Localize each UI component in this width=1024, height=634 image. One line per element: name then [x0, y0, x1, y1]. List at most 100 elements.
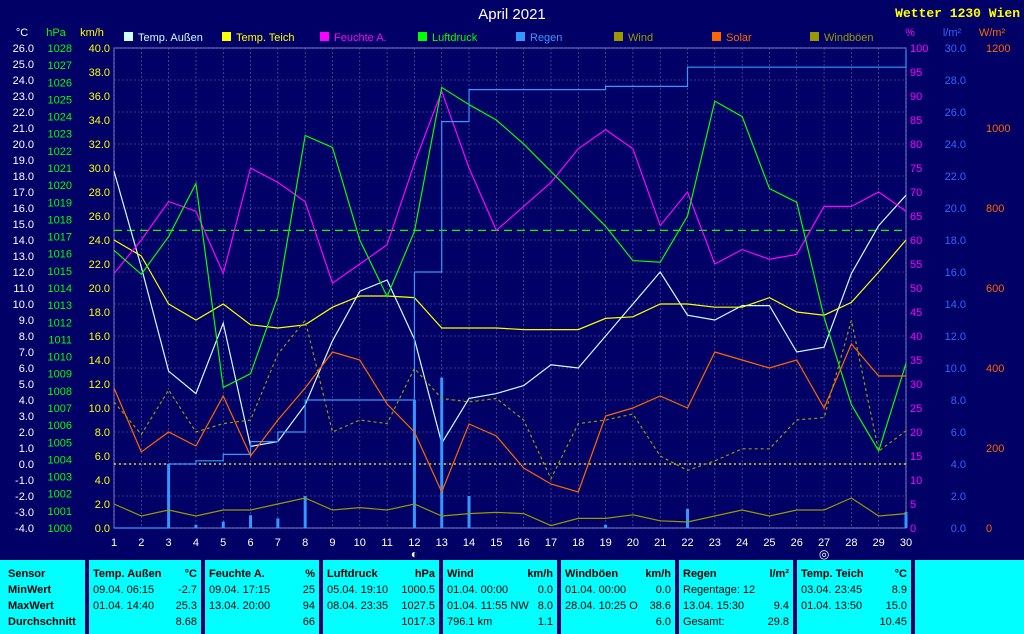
stats-max-value: 8.0: [537, 600, 553, 612]
rain-daily-bar: [167, 464, 171, 528]
temp-tick-label: 14.0: [13, 235, 34, 247]
stats-title: Windböen: [565, 568, 619, 580]
wind-tick-label: 24.0: [89, 235, 110, 247]
pressure-tick-label: 1023: [48, 129, 72, 141]
pressure-tick-label: 1022: [48, 146, 72, 158]
temp-tick-label: 18.0: [13, 171, 34, 183]
rain-tick-label: 10.0: [945, 363, 966, 375]
stats-title: Temp. Außen: [93, 568, 162, 580]
stats-min-value: 1000.5: [401, 584, 435, 596]
day-tick-label: 16: [518, 537, 530, 549]
day-tick-label: 9: [329, 537, 335, 549]
pressure-tick-label: 1014: [48, 283, 72, 295]
wind-tick-label: 40.0: [89, 43, 110, 55]
stats-min-time: 03.04. 23:45: [801, 584, 863, 596]
statistics-panel: Sensor MinWert MaxWert Durchschnitt Temp…: [0, 560, 1024, 634]
day-tick-label: 20: [627, 537, 639, 549]
weather-chart: April 2021 Wetter 1230 Wien -4.0 -3.0 -2.0…: [13, 6, 1020, 560]
day-tick-label: 29: [873, 537, 885, 549]
legend-swatch: [516, 32, 525, 41]
moon-phase-icon: ◐: [411, 547, 418, 560]
stats-min-time: 09.04. 17:15: [209, 584, 271, 596]
pressure-tick-label: 1005: [48, 437, 72, 449]
humidity-tick-label: 90: [910, 91, 922, 103]
stats-row-max: MaxWert: [8, 600, 54, 612]
pressure-tick-label: 1016: [48, 249, 72, 261]
stats-avg-value: 1017.3: [401, 616, 435, 628]
temp-tick-label: 1.0: [19, 443, 34, 455]
rain-tick-label: 14.0: [945, 299, 966, 311]
humidity-unit: %: [905, 27, 915, 39]
pressure-tick-label: 1013: [48, 300, 72, 312]
temp-tick-label: 0.0: [19, 459, 34, 471]
legend-label: Temp. Außen: [138, 32, 203, 44]
legend-label: Luftdruck: [432, 32, 478, 44]
pressure-tick-label: 1027: [48, 60, 72, 72]
solar-tick-label: 800: [986, 203, 1004, 215]
pressure-tick-label: 1017: [48, 232, 72, 244]
stats-max-time: 08.04. 23:35: [327, 600, 389, 612]
stats-unit: %: [305, 568, 315, 580]
pressure-tick-label: 1024: [48, 112, 72, 124]
wind-tick-label: 26.0: [89, 211, 110, 223]
plot-frame: [113, 47, 907, 529]
wind-tick-label: 34.0: [89, 115, 110, 127]
temp-tick-label: 4.0: [19, 395, 34, 407]
stats-max-time: 01.04. 14:40: [93, 600, 155, 612]
pressure-tick-label: 1000: [48, 523, 72, 535]
pressure-tick-label: 1009: [48, 369, 72, 381]
temp-tick-label: -4.0: [15, 523, 34, 535]
series-line-wind: [113, 497, 907, 527]
rain-daily-bar: [249, 515, 253, 528]
day-tick-label: 17: [545, 537, 557, 549]
temp-tick-label: 3.0: [19, 411, 34, 423]
day-tick-label: 6: [247, 537, 253, 549]
humidity-tick-label: 20: [910, 427, 922, 439]
rain-tick-label: 8.0: [951, 395, 966, 407]
stats-max-value: 1027.5: [401, 600, 435, 612]
series-line-solar: [113, 342, 906, 494]
station-name: Wetter 1230 Wien: [895, 6, 1020, 21]
wind-tick-label: 18.0: [89, 307, 110, 319]
stats-temp-aussen: Temp. Außen °C 09.04. 06:15 -2.7 01.04. …: [89, 560, 201, 634]
wind-tick-label: 32.0: [89, 139, 110, 151]
chart-svg: -4.0 -3.0 -2.0 -1.0 0.0 1.0 2.0 3.0 4.0 5.0 6.0 7.0…: [13, 27, 1011, 560]
stats-max-time: 28.04. 10:25 O: [565, 600, 638, 612]
humidity-tick-label: 50: [910, 283, 922, 295]
stats-max-time: 01.04. 13:50: [801, 600, 863, 612]
day-tick-label: 14: [463, 537, 475, 549]
stats-min-value: 25: [302, 584, 315, 596]
stats-unit: hPa: [414, 568, 435, 580]
stats-row-avg: Durchschnitt: [8, 616, 76, 628]
temp-tick-label: 22.0: [13, 107, 34, 119]
series-line-feuchte-a-: [113, 89, 907, 285]
rain-daily-bar: [904, 512, 908, 528]
wind-tick-label: 6.0: [95, 451, 110, 463]
rain-tick-label: 18.0: [945, 235, 966, 247]
temp-tick-label: 23.0: [13, 91, 34, 103]
stats-min-time: 05.04. 19:10: [327, 584, 389, 596]
day-tick-label: 21: [654, 537, 666, 549]
pressure-tick-label: 1028: [48, 43, 72, 55]
stats-luftdruck: Luftdruck hPa 05.04. 19:10 1000.5 08.04.…: [323, 560, 439, 634]
chart-title: April 2021: [478, 6, 546, 23]
stats-avg-value: 10.45: [879, 616, 907, 628]
legend-swatch: [320, 32, 329, 41]
rain-tick-label: 0.0: [951, 523, 966, 535]
rain-daily-bar: [440, 377, 444, 528]
wind-tick-label: 12.0: [89, 379, 110, 391]
temp-unit: °C: [16, 27, 28, 39]
stats-title: Feuchte A.: [209, 568, 265, 580]
pressure-tick-label: 1008: [48, 386, 72, 398]
stats-wind: Wind km/h 01.04. 00:00 0.0 01.04. 11:55 …: [443, 560, 557, 634]
stats-min-time: 01.04. 00:00: [447, 584, 509, 596]
wind-tick-label: 8.0: [95, 427, 110, 439]
stats-min-value: 0.0: [655, 584, 671, 596]
day-tick-label: 3: [166, 537, 172, 549]
series-line-luftdruck: [113, 86, 907, 453]
temp-tick-label: 12.0: [13, 267, 34, 279]
wind-unit: km/h: [80, 27, 104, 39]
pressure-tick-label: 1021: [48, 163, 72, 175]
rain-daily-bar: [412, 400, 416, 528]
rain-daily-bar: [604, 524, 608, 528]
